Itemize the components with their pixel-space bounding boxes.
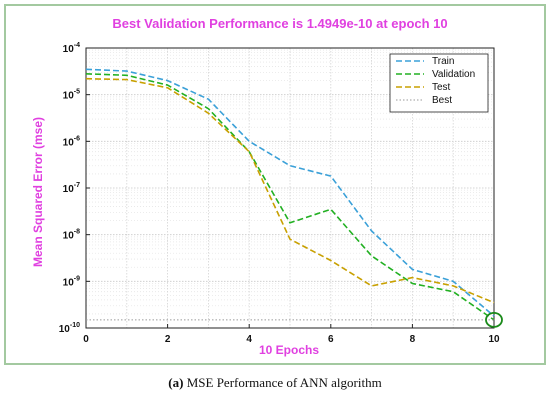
y-tick-label: 10-9 xyxy=(63,275,80,288)
y-tick-label: 10-8 xyxy=(63,229,80,242)
chart-title: Best Validation Performance is 1.4949e-1… xyxy=(112,16,447,31)
x-tick-label: 2 xyxy=(165,334,171,345)
x-tick-label: 4 xyxy=(246,334,252,345)
legend-label-best: Best xyxy=(432,95,452,106)
mse-performance-chart: Best Validation Performance is 1.4949e-1… xyxy=(12,12,542,361)
figure-frame: Best Validation Performance is 1.4949e-1… xyxy=(4,4,546,365)
caption-label: (a) xyxy=(168,375,184,390)
x-tick-label: 8 xyxy=(410,334,416,345)
legend-label-validation: Validation xyxy=(432,69,475,80)
legend-label-test: Test xyxy=(432,82,451,93)
y-axis-label: Mean Squared Error (mse) xyxy=(31,117,45,267)
series-line-train xyxy=(85,68,495,317)
best-epoch-marker xyxy=(485,311,503,328)
legend: Train Validation Test Best xyxy=(389,53,489,113)
caption-text: MSE Performance of ANN algorithm xyxy=(183,375,382,390)
legend-label-train: Train xyxy=(432,56,454,67)
series-line-test xyxy=(85,77,495,304)
legend-box xyxy=(389,53,489,113)
x-tick-label: 6 xyxy=(328,334,334,345)
x-axis-label: 10 Epochs xyxy=(259,343,319,357)
figure-caption: (a) MSE Performance of ANN algorithm xyxy=(0,375,550,391)
y-tick-label: 10-4 xyxy=(63,42,80,55)
series-line-validation xyxy=(85,73,495,321)
y-tick-label: 10-7 xyxy=(63,182,80,195)
y-tick-label: 10-5 xyxy=(63,89,80,102)
y-tick-label: 10-10 xyxy=(59,322,80,335)
x-tick-label: 10 xyxy=(488,334,500,345)
x-tick-label: 0 xyxy=(83,334,89,345)
y-tick-label: 10-6 xyxy=(63,135,80,148)
